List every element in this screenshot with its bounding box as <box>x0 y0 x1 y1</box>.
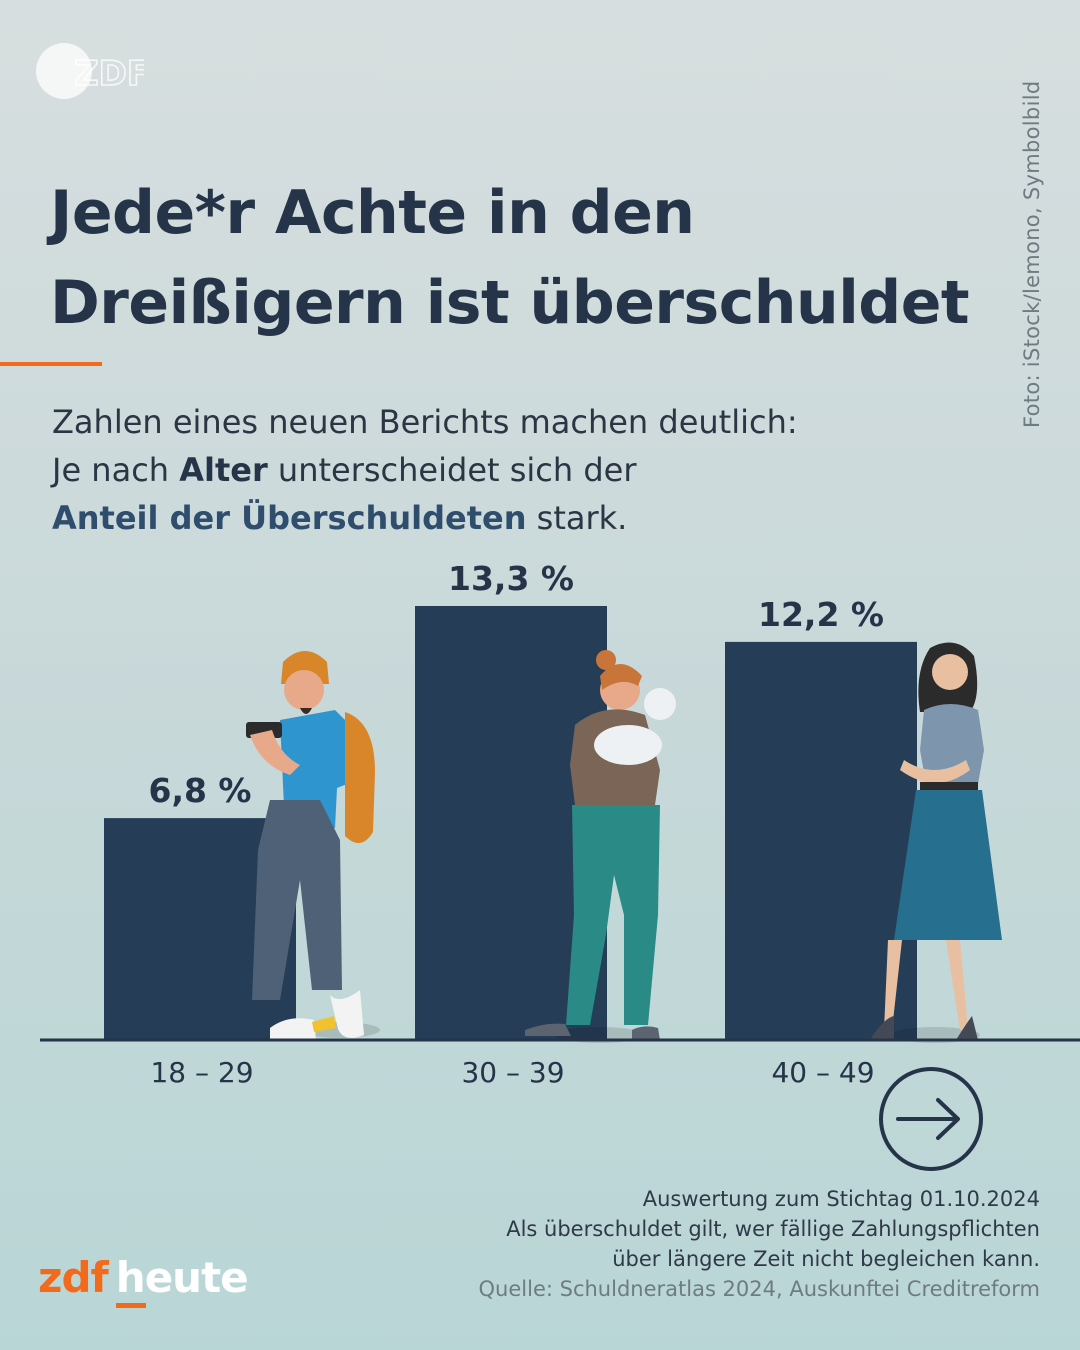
brand-underline <box>115 1303 146 1308</box>
zdf-logo-text: ZDF <box>74 54 144 94</box>
footnote-definition-2: über längere Zeit nicht begleichen kann. <box>612 1247 1040 1271</box>
accent-rule <box>0 362 102 366</box>
intro-emphasis-anteil: Anteil der Überschuldeten <box>52 499 527 537</box>
intro-emphasis-alter: Alter <box>179 451 268 489</box>
brand-heute: heute <box>115 1253 249 1308</box>
footnotes: Auswertung zum Stichtag 01.10.2024 Als ü… <box>340 1184 1040 1304</box>
intro-text: Zahlen eines neuen Berichts machen deutl… <box>52 398 952 542</box>
intro-line-2: Je nach Alter unterscheidet sich der <box>52 446 952 494</box>
footnote-source: Quelle: Schuldneratlas 2024, Auskunftei … <box>478 1277 1040 1301</box>
intro-line-1: Zahlen eines neuen Berichts machen deutl… <box>52 403 798 441</box>
intro-text-part: Je nach <box>52 451 180 489</box>
next-arrow-icon[interactable] <box>876 1064 986 1174</box>
intro-text-part: unterscheidet sich der <box>267 451 637 489</box>
zdf-logo: ZDF <box>36 43 144 99</box>
intro-line-3: Anteil der Überschuldeten stark. <box>52 494 952 542</box>
headline-line-1: Jede*r Achte in den <box>50 178 695 248</box>
person-young-man-illustration <box>246 651 380 1040</box>
person-mother-with-baby-illustration <box>525 650 676 1043</box>
bar-value-label-3: 12,2 % <box>758 595 884 634</box>
category-label-1: 18 – 29 <box>150 1056 253 1089</box>
headline: Jede*r Achte in den Dreißigern ist übers… <box>50 168 1030 348</box>
brand-heute-text: heute <box>115 1253 249 1302</box>
footnote-reference-date: Auswertung zum Stichtag 01.10.2024 <box>642 1187 1040 1211</box>
bar-3 <box>725 641 917 1040</box>
category-label-2: 30 – 39 <box>461 1056 564 1089</box>
headline-line-2: Dreißigern ist überschuldet <box>50 268 970 338</box>
brand-zdf: zdf <box>38 1253 109 1302</box>
bar-value-label-1: 6,8 % <box>148 771 251 810</box>
zdfheute-logo: zdf heute <box>38 1253 249 1313</box>
bar-value-label-2: 13,3 % <box>448 559 574 598</box>
category-label-3: 40 – 49 <box>771 1056 874 1089</box>
person-woman-illustration <box>870 642 1002 1043</box>
intro-text-part: stark. <box>526 499 628 537</box>
footnote-definition-1: Als überschuldet gilt, wer fällige Zahlu… <box>506 1217 1040 1241</box>
